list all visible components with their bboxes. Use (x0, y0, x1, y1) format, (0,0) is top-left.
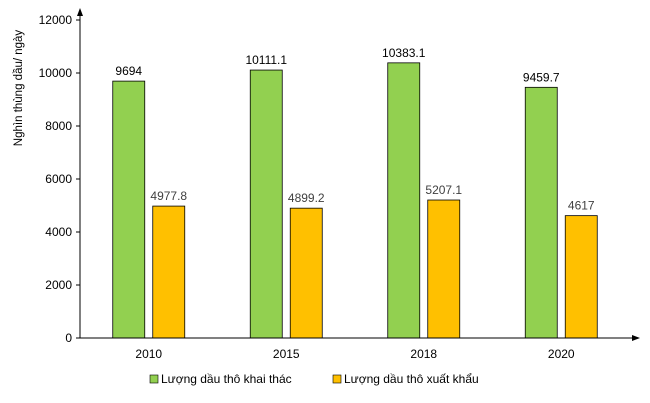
data-label: 4617 (568, 199, 595, 213)
y-axis-arrow (77, 8, 83, 16)
y-tick-label: 12000 (39, 13, 73, 27)
data-label: 4899.2 (288, 191, 325, 205)
x-tick-label: 2015 (273, 347, 300, 361)
data-label: 10111.1 (245, 53, 287, 67)
y-tick-label: 4000 (45, 225, 72, 239)
y-tick-label: 8000 (45, 119, 72, 133)
data-label: 5207.1 (425, 183, 462, 197)
bar (524, 86, 558, 339)
y-tick-label: 10000 (39, 66, 73, 80)
legend: Lượng dầu thô khai thác Lượng dầu thô xuấ… (149, 372, 479, 386)
data-label: 9459.7 (523, 70, 560, 84)
legend-swatch (149, 374, 159, 384)
y-axis-title: Nghìn thùng dầu/ ngày (13, 30, 25, 147)
y-tick-label: 0 (65, 331, 72, 345)
bar (427, 199, 461, 339)
y-axis-title-group: Nghìn thùng dầu/ ngày (13, 30, 25, 147)
x-axis-arrow (632, 335, 640, 341)
legend-label: Lượng dầu thô xuất khẩu (344, 372, 479, 386)
bar (289, 207, 323, 339)
legend-swatch (332, 374, 342, 384)
bar (249, 69, 283, 339)
bar (112, 80, 146, 339)
data-label: 4977.8 (150, 189, 187, 203)
bar (564, 215, 598, 339)
y-tick-label: 2000 (45, 278, 72, 292)
x-tick-label: 2018 (410, 347, 437, 361)
legend-label: Lượng dầu thô khai thác (161, 372, 292, 386)
x-tick-label: 2010 (135, 347, 162, 361)
data-label: 9694 (115, 64, 142, 78)
data-label: 10383.1 (382, 46, 426, 60)
x-tick-label: 2020 (548, 347, 575, 361)
y-tick-label: 6000 (45, 172, 72, 186)
bar (387, 62, 421, 339)
bar (152, 205, 186, 339)
